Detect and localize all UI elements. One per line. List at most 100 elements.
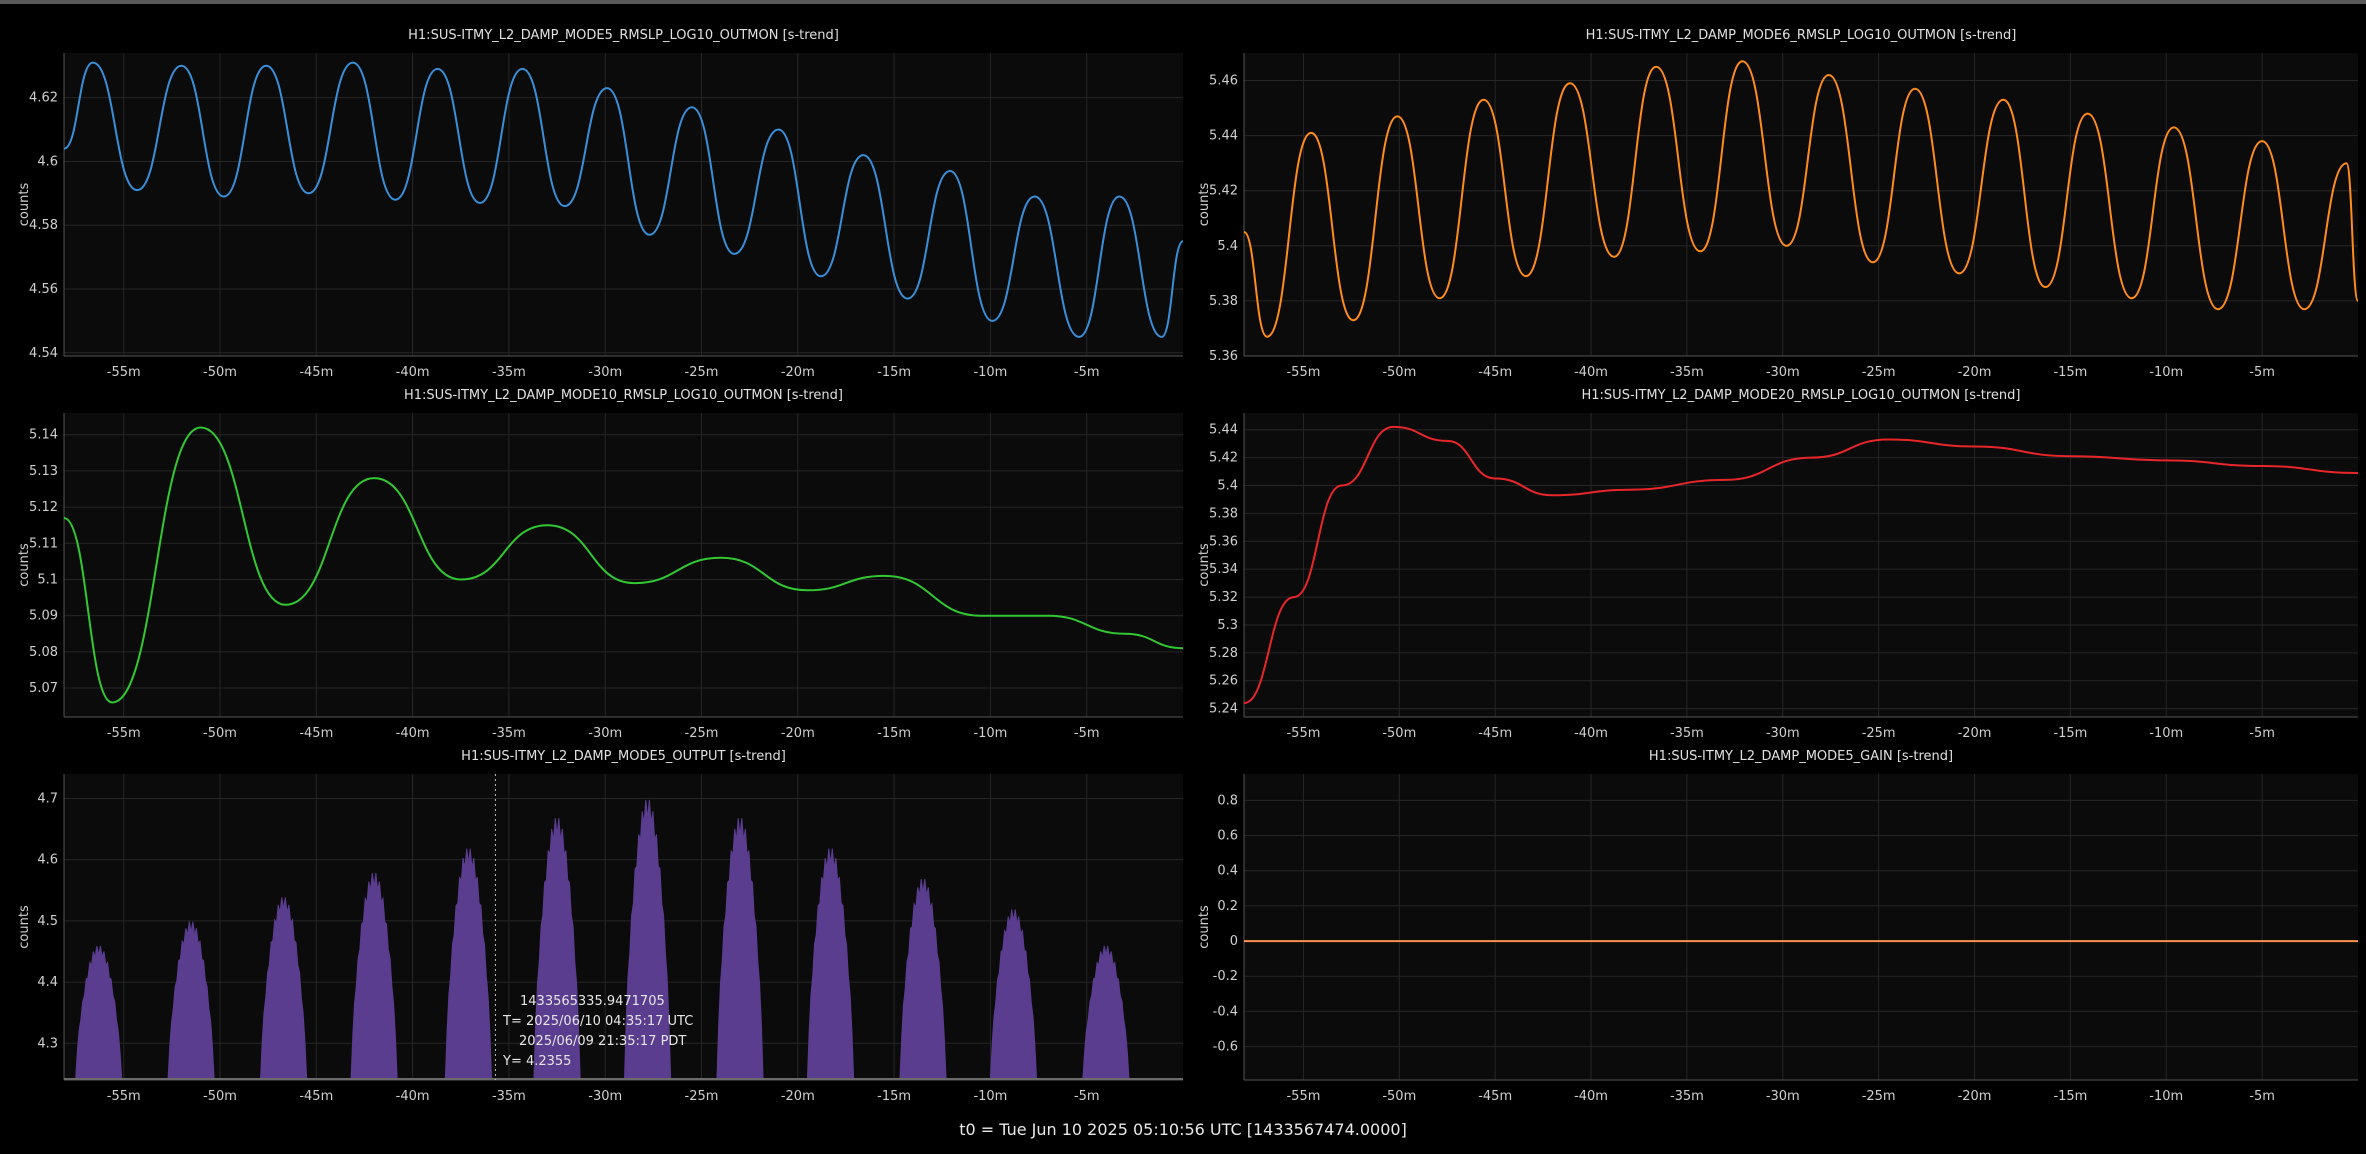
x-tick-label: -40m xyxy=(1574,726,1608,741)
y-tick-label: 5.08 xyxy=(29,645,58,660)
x-tick-label: -50m xyxy=(1382,365,1416,380)
y-tick-label: 4.54 xyxy=(29,346,58,361)
x-tick-label: -30m xyxy=(588,365,622,380)
cursor-readout-line: Y= 4.2355 xyxy=(502,1054,571,1069)
x-tick-label: -5m xyxy=(1074,726,1100,741)
x-tick-label: -25m xyxy=(1862,726,1896,741)
burst-peak xyxy=(259,897,308,1080)
x-tick-label: -45m xyxy=(1478,1089,1512,1104)
y-tick-label: 5.36 xyxy=(1209,534,1238,549)
y-tick-label: 4.62 xyxy=(29,91,58,106)
chart-bottom-left: -55m -50m -45m -40m -35m -30m -25m -20m -15m -10m… xyxy=(17,749,1183,1104)
x-tick-label: -20m xyxy=(781,726,815,741)
x-tick-label: -55m xyxy=(1286,726,1320,741)
x-tick-label: -15m xyxy=(2053,726,2087,741)
x-tick-label: -40m xyxy=(1574,1089,1608,1104)
x-tick-label: -5m xyxy=(2249,726,2275,741)
x-tick-label: -25m xyxy=(685,365,719,380)
y-tick-label: 4.7 xyxy=(37,791,58,806)
y-tick-label: 5.32 xyxy=(1209,590,1238,605)
burst-peak xyxy=(623,799,672,1080)
burst-peak xyxy=(899,879,947,1080)
x-tick-label: -30m xyxy=(1766,365,1800,380)
y-tick-label: 5.38 xyxy=(1209,506,1238,521)
x-tick-label: -10m xyxy=(2149,726,2183,741)
x-tick-label: -10m xyxy=(2149,1089,2183,1104)
burst-peak xyxy=(806,848,855,1080)
x-tick-label: -35m xyxy=(492,1089,526,1104)
x-tick-label: -15m xyxy=(2053,365,2087,380)
chart-title: H1:SUS-ITMY_L2_DAMP_MODE5_OUTPUT [s-tren… xyxy=(461,749,786,764)
x-tick-label: -40m xyxy=(396,726,430,741)
y-tick-label: 5.38 xyxy=(1209,294,1238,309)
y-tick-label: 5.09 xyxy=(29,609,58,624)
x-tick-label: -50m xyxy=(203,1089,237,1104)
x-tick-label: -30m xyxy=(588,1089,622,1104)
chart-middle-left: -55m -50m -45m -40m -35m -30m -25m -20m -15m -10m… xyxy=(17,388,1183,741)
x-tick-label: -20m xyxy=(1958,365,1992,380)
y-tick-label: 5.4 xyxy=(1217,239,1238,254)
x-tick-label: -35m xyxy=(1670,365,1704,380)
y-tick-label: 5.24 xyxy=(1209,702,1238,717)
x-tick-label: -25m xyxy=(1862,1089,1896,1104)
data-layer xyxy=(1244,60,2358,338)
cursor-readout-line: T= 2025/06/10 04:35:17 UTC xyxy=(502,1014,693,1029)
burst-peak xyxy=(350,872,398,1080)
y-tick-label: 5.36 xyxy=(1209,349,1238,364)
x-tick-label: -15m xyxy=(877,365,911,380)
chart-title: H1:SUS-ITMY_L2_DAMP_MODE10_RMSLP_LOG10_O… xyxy=(404,388,843,403)
y-tick-label: 0.8 xyxy=(1217,793,1238,808)
chart-bottom-right: -55m -50m -45m -40m -35m -30m -25m -20m -15m -10m… xyxy=(1197,749,2358,1104)
y-tick-label: 5.3 xyxy=(1217,618,1238,633)
chart-middle-right: -55m -50m -45m -40m -35m -30m -25m -20m -15m -10m… xyxy=(1197,388,2358,741)
chart-top-left: -55m -50m -45m -40m -35m -30m -25m -20m -15m -10m… xyxy=(17,28,1183,380)
x-tick-label: -35m xyxy=(1670,1089,1704,1104)
y-tick-label: 5.14 xyxy=(29,428,58,443)
cursor-readout-line: 1433565335.9471705 xyxy=(520,994,665,1009)
y-tick-label: 5.44 xyxy=(1209,129,1238,144)
y-tick-label: 5.07 xyxy=(29,681,58,696)
y-tick-label: -0.2 xyxy=(1213,969,1238,984)
y-tick-label: 4.5 xyxy=(37,914,58,929)
x-tick-label: -30m xyxy=(1766,726,1800,741)
y-axis-label: counts xyxy=(17,183,32,227)
x-tick-label: -50m xyxy=(1382,1089,1416,1104)
burst-peak xyxy=(444,848,493,1080)
x-tick-label: -40m xyxy=(396,1089,430,1104)
y-tick-label: 5.11 xyxy=(29,536,58,551)
y-tick-label: 5.46 xyxy=(1209,74,1238,89)
x-tick-label: -5m xyxy=(2249,365,2275,380)
y-axis-label: counts xyxy=(17,905,32,949)
x-tick-label: -20m xyxy=(1958,726,1992,741)
x-tick-label: -35m xyxy=(492,365,526,380)
data-layer xyxy=(64,426,1183,704)
y-tick-label: 5.26 xyxy=(1209,674,1238,689)
y-tick-label: 5.44 xyxy=(1209,423,1238,438)
chart-title: H1:SUS-ITMY_L2_DAMP_MODE6_RMSLP_LOG10_OU… xyxy=(1586,28,2017,43)
chart-top-right: -55m -50m -45m -40m -35m -30m -25m -20m -15m -10m… xyxy=(1197,28,2358,380)
x-tick-label: -50m xyxy=(1382,726,1416,741)
x-tick-label: -20m xyxy=(1958,1089,1992,1104)
data-layer xyxy=(64,61,1183,338)
x-tick-label: -25m xyxy=(685,1089,719,1104)
x-tick-label: -5m xyxy=(1074,1089,1100,1104)
y-axis-label: counts xyxy=(1197,905,1212,949)
series-line xyxy=(1244,425,2358,705)
x-tick-label: -55m xyxy=(107,1089,141,1104)
plot-area xyxy=(1244,774,2358,1080)
x-tick-label: -5m xyxy=(1074,365,1100,380)
plot-area xyxy=(64,413,1183,717)
y-tick-label: 0.2 xyxy=(1217,899,1238,914)
x-tick-label: -50m xyxy=(203,365,237,380)
y-tick-label: 0.4 xyxy=(1217,864,1238,879)
y-tick-label: -0.6 xyxy=(1213,1040,1238,1055)
x-tick-label: -25m xyxy=(1862,365,1896,380)
data-layer xyxy=(64,799,1183,1080)
x-tick-label: -15m xyxy=(877,726,911,741)
y-axis-label: counts xyxy=(1197,183,1212,227)
y-tick-label: 4.6 xyxy=(37,853,58,868)
y-tick-label: 5.1 xyxy=(37,572,58,587)
x-tick-label: -35m xyxy=(1670,726,1704,741)
y-tick-label: 5.42 xyxy=(1209,184,1238,199)
